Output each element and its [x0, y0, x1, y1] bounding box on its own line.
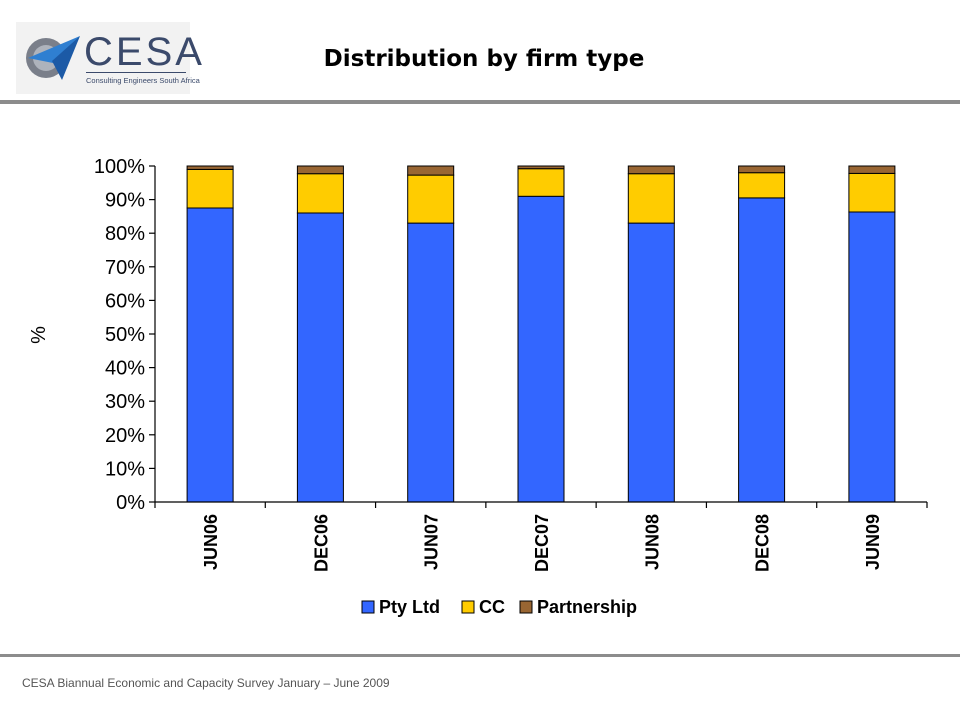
bar-pty-ltd-dec07: [517, 195, 565, 503]
y-tick-label: 100%: [94, 156, 145, 178]
bar-pty-ltd-jun08: [627, 222, 675, 503]
chart-axes: [149, 165, 928, 508]
logo-divider: [86, 72, 186, 73]
bar-partnership-dec07: [517, 165, 565, 170]
cesa-logo-mark-icon: [26, 36, 80, 80]
bar-pty-ltd-jun09: [848, 211, 896, 503]
bar-partnership-dec06: [296, 165, 344, 175]
y-tick-label: 90%: [105, 190, 145, 212]
bar-partnership-dec08: [738, 165, 786, 174]
header-divider: [0, 100, 960, 104]
x-tick-label: JUN08: [642, 514, 662, 570]
legend-swatch-partnership: [519, 600, 533, 614]
bar-pty-ltd-jun07: [407, 222, 455, 503]
y-tick-label: 60%: [105, 290, 145, 312]
x-tick-label: JUN09: [863, 514, 883, 570]
y-tick-label: 10%: [105, 458, 145, 480]
bar-cc-jun09: [848, 172, 896, 213]
y-tick-label: 40%: [105, 358, 145, 380]
chart-legend: Pty Ltd CC Partnership: [361, 597, 637, 617]
x-tick-label: JUN07: [422, 514, 442, 570]
cesa-logo: CESA Consulting Engineers South Africa: [16, 22, 202, 94]
y-tick-label: 50%: [105, 324, 145, 346]
bar-partnership-jun07: [407, 165, 455, 176]
y-axis-label: %: [28, 326, 50, 344]
legend-swatch-pty-ltd: [361, 600, 375, 614]
y-tick-label: 30%: [105, 391, 145, 413]
bar-partnership-jun09: [848, 165, 896, 174]
legend-swatch-cc: [461, 600, 475, 614]
bar-cc-dec07: [517, 168, 565, 197]
x-tick-label: DEC07: [532, 514, 552, 572]
y-tick-label: 80%: [105, 223, 145, 245]
x-tick-label: DEC06: [311, 514, 331, 572]
x-tick-label: JUN06: [201, 514, 221, 570]
bar-cc-jun07: [407, 174, 455, 224]
footer-divider: [0, 654, 960, 657]
stacked-bar-chart: 0% 10% 20% 30% 40% 50% 60% 70% 80% 90% 100% JUN06 D…: [28, 156, 928, 617]
y-tick-label: 70%: [105, 257, 145, 279]
y-tick-label: 0%: [116, 492, 145, 514]
chart-bars: [186, 165, 896, 503]
legend-label-partnership: Partnership: [537, 597, 637, 617]
y-tick-labels: 0% 10% 20% 30% 40% 50% 60% 70% 80% 90% 100%: [94, 156, 145, 514]
x-tick-label: DEC08: [753, 514, 773, 572]
bar-cc-dec08: [738, 172, 786, 199]
legend-label-pty-ltd: Pty Ltd: [379, 597, 440, 617]
logo-tagline: Consulting Engineers South Africa: [86, 76, 200, 85]
bar-partnership-jun08: [627, 165, 675, 175]
bar-pty-ltd-jun06: [186, 207, 234, 503]
y-tick-label: 20%: [105, 425, 145, 447]
bar-partnership-jun06: [186, 165, 234, 170]
bar-pty-ltd-dec06: [296, 212, 344, 503]
bar-cc-dec06: [296, 173, 344, 214]
logo-wordmark: CESA: [84, 30, 205, 74]
legend-label-cc: CC: [479, 597, 505, 617]
x-tick-labels: JUN06 DEC06 JUN07 DEC07 JUN08 DEC08 JUN09: [201, 514, 883, 572]
bar-pty-ltd-dec08: [738, 197, 786, 503]
bar-cc-jun08: [627, 173, 675, 224]
footer-text: CESA Biannual Economic and Capacity Surv…: [22, 676, 390, 690]
bar-cc-jun06: [186, 168, 234, 209]
page-title: Distribution by firm type: [323, 46, 645, 72]
